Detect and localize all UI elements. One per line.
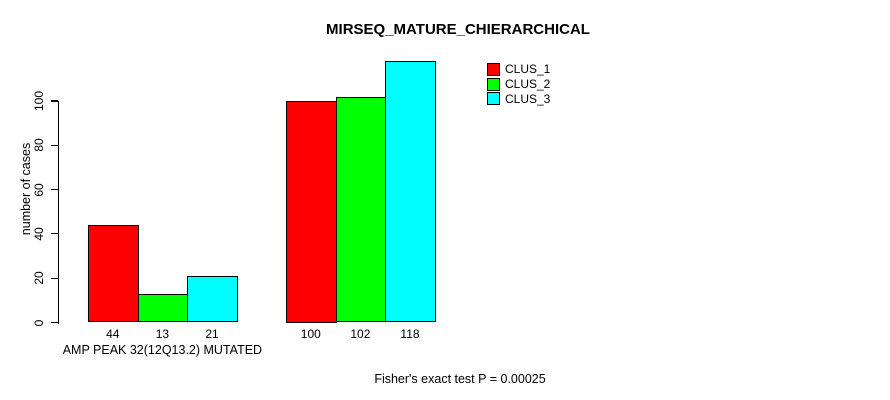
y-axis-tick bbox=[51, 144, 59, 146]
bar-value-label: 118 bbox=[400, 327, 420, 341]
y-axis-tick-label: 60 bbox=[32, 182, 46, 197]
y-axis-tick bbox=[51, 233, 59, 235]
legend-swatch-clus-1 bbox=[487, 62, 500, 76]
legend-label-clus-2: CLUS_2 bbox=[505, 77, 551, 92]
legend-swatch-clus-3 bbox=[487, 92, 500, 106]
y-axis-line bbox=[58, 101, 60, 324]
bar-value-label: 44 bbox=[106, 327, 120, 341]
bar-clus_1-group1 bbox=[88, 225, 139, 323]
y-axis-title: number of cases bbox=[19, 142, 33, 236]
y-axis-tick bbox=[51, 189, 59, 191]
y-axis-tick-label: 20 bbox=[32, 271, 46, 285]
y-axis-tick-label: 40 bbox=[32, 227, 46, 241]
statistical-test-annotation: Fisher's exact test P = 0.00025 bbox=[374, 372, 546, 386]
legend-item-clus-2: CLUS_2 bbox=[487, 77, 550, 92]
x-axis-group-label: AMP PEAK 32(12Q13.2) MUTATED bbox=[62, 343, 263, 357]
legend-item-clus-1: CLUS_1 bbox=[487, 62, 550, 77]
y-axis-tick-label: 0 bbox=[32, 319, 46, 326]
y-axis-tick-label: 80 bbox=[32, 138, 46, 152]
bar-value-label: 21 bbox=[205, 327, 219, 341]
bar-value-label: 100 bbox=[300, 327, 321, 341]
bar-clus_3-group2 bbox=[385, 61, 437, 323]
bar-clus_3-group1 bbox=[187, 275, 239, 323]
legend-label-clus-1: CLUS_1 bbox=[505, 62, 551, 77]
bar-value-label: 102 bbox=[350, 327, 371, 341]
y-axis-tick bbox=[51, 277, 59, 279]
bar-clus_2-group2 bbox=[335, 96, 387, 323]
legend-item-clus-3: CLUS_3 bbox=[487, 92, 550, 107]
chart-title: MIRSEQ_MATURE_CHIERARCHICAL bbox=[326, 21, 590, 38]
bar-clus_2-group1 bbox=[137, 293, 189, 323]
y-axis-tick-label: 100 bbox=[32, 90, 46, 112]
bar-clus_1-group2 bbox=[286, 101, 337, 323]
legend-swatch-clus-2 bbox=[487, 77, 500, 91]
legend-label-clus-3: CLUS_3 bbox=[505, 91, 551, 106]
legend: CLUS_1 CLUS_2 CLUS_3 bbox=[487, 62, 550, 106]
y-axis-tick bbox=[51, 321, 59, 324]
y-axis-tick bbox=[51, 100, 59, 102]
bar-value-label: 13 bbox=[155, 327, 170, 341]
